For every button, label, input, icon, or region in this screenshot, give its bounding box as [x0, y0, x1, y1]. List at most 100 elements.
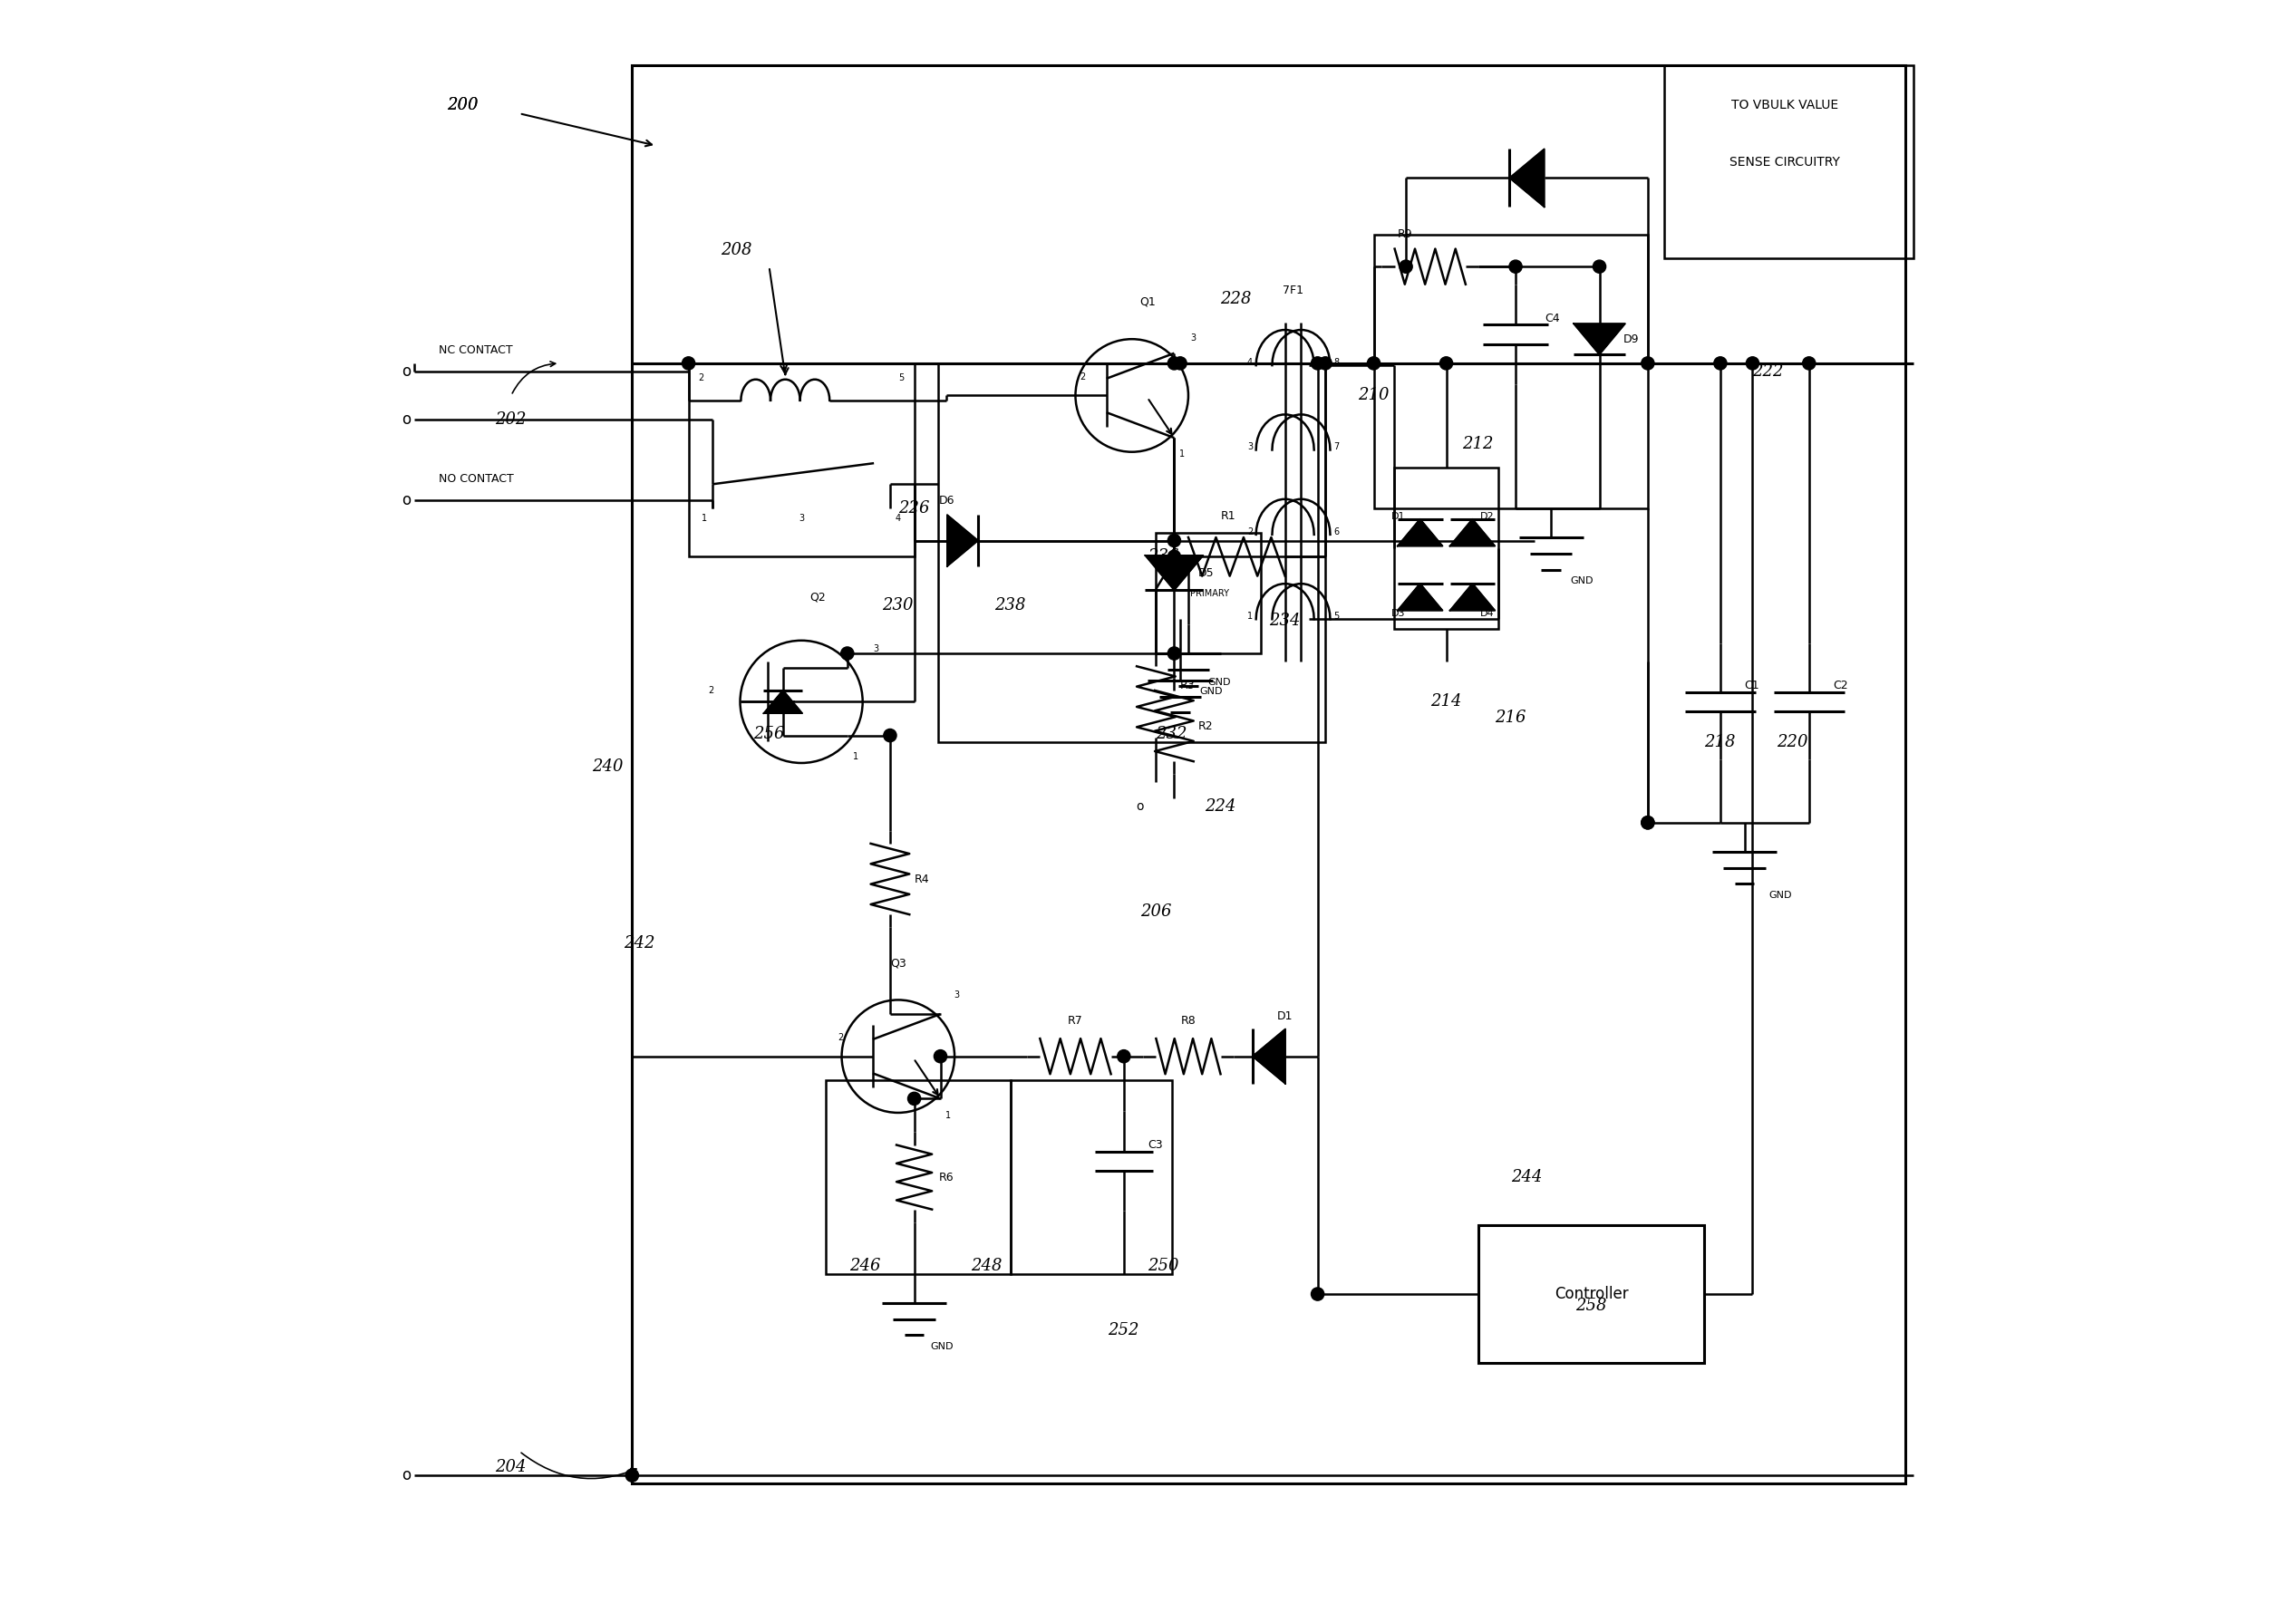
Polygon shape: [1449, 584, 1495, 610]
Circle shape: [1802, 356, 1816, 369]
Circle shape: [1169, 534, 1180, 547]
Text: 2: 2: [1247, 527, 1254, 537]
Text: GND: GND: [1570, 576, 1593, 586]
Text: 224: 224: [1205, 798, 1235, 815]
Text: 220: 220: [1777, 734, 1807, 750]
Text: 1: 1: [946, 1111, 951, 1119]
Text: Controller: Controller: [1554, 1286, 1628, 1302]
Text: 4: 4: [895, 515, 900, 523]
Circle shape: [884, 729, 895, 742]
Bar: [827, 1081, 1010, 1274]
Text: R6: R6: [939, 1171, 953, 1182]
Circle shape: [625, 1469, 638, 1482]
Text: 246: 246: [850, 1258, 882, 1274]
Polygon shape: [1146, 555, 1203, 590]
Circle shape: [1118, 1050, 1130, 1063]
Text: C4: C4: [1545, 313, 1559, 324]
Text: NC CONTACT: NC CONTACT: [439, 345, 512, 356]
Text: C2: C2: [1832, 679, 1848, 692]
Text: D5: D5: [1199, 566, 1215, 579]
Text: 3: 3: [953, 990, 960, 1000]
Circle shape: [1440, 356, 1453, 369]
Text: 5: 5: [1334, 611, 1339, 621]
Circle shape: [1747, 356, 1759, 369]
Text: C3: C3: [1148, 1139, 1164, 1150]
Text: D6: D6: [939, 494, 955, 506]
Text: 222: 222: [1752, 363, 1784, 379]
Text: R3: R3: [1180, 679, 1196, 692]
Text: 3: 3: [1192, 332, 1196, 342]
Bar: [689, 363, 914, 556]
Text: 200: 200: [448, 97, 478, 113]
Text: 2: 2: [1079, 373, 1086, 381]
Bar: [631, 65, 1906, 1484]
Polygon shape: [1254, 1029, 1286, 1084]
Text: 250: 250: [1148, 1258, 1180, 1274]
Text: 240: 240: [592, 758, 622, 774]
Text: 210: 210: [1357, 387, 1389, 403]
Text: D2: D2: [1481, 511, 1495, 521]
Text: 238: 238: [994, 597, 1026, 613]
Bar: [1394, 468, 1499, 629]
Bar: [1157, 532, 1261, 653]
Circle shape: [1642, 816, 1653, 829]
Text: D1: D1: [1277, 1010, 1293, 1023]
Text: D4: D4: [1481, 608, 1495, 618]
Circle shape: [1169, 550, 1180, 563]
Circle shape: [907, 1092, 921, 1105]
Circle shape: [1642, 816, 1653, 829]
Text: NO CONTACT: NO CONTACT: [439, 474, 514, 486]
Text: GND: GND: [930, 1342, 953, 1352]
Text: 6: 6: [1334, 527, 1339, 537]
Circle shape: [1318, 356, 1332, 369]
Bar: [1373, 234, 1649, 508]
Text: 7: 7: [1334, 442, 1339, 452]
Text: 232: 232: [1157, 726, 1187, 742]
Circle shape: [840, 647, 854, 660]
Text: D9: D9: [1623, 334, 1639, 345]
Bar: [1010, 1081, 1173, 1274]
Text: 202: 202: [496, 411, 526, 427]
Bar: [1479, 1226, 1704, 1363]
Text: o: o: [402, 492, 411, 508]
Polygon shape: [765, 690, 801, 713]
Text: 2: 2: [707, 687, 714, 695]
Text: 236: 236: [1148, 548, 1180, 565]
Circle shape: [1366, 356, 1380, 369]
Text: o: o: [402, 363, 411, 379]
Text: 3: 3: [799, 515, 804, 523]
Text: R9: R9: [1398, 229, 1412, 240]
Bar: [1665, 65, 1915, 258]
Text: o: o: [402, 411, 411, 427]
Text: 216: 216: [1495, 710, 1527, 726]
Text: D3: D3: [1391, 608, 1405, 618]
Text: 2: 2: [838, 1032, 843, 1042]
Text: 228: 228: [1221, 290, 1251, 306]
Text: 1: 1: [703, 515, 707, 523]
Polygon shape: [1508, 148, 1545, 206]
Text: o: o: [402, 1468, 411, 1484]
Text: 234: 234: [1270, 613, 1300, 629]
Circle shape: [1169, 647, 1180, 660]
Text: Q3: Q3: [891, 957, 907, 969]
Text: 1: 1: [1247, 611, 1254, 621]
Circle shape: [1642, 356, 1653, 369]
Circle shape: [1508, 260, 1522, 273]
Text: 206: 206: [1139, 903, 1171, 919]
Text: R8: R8: [1180, 1015, 1196, 1027]
Circle shape: [1173, 356, 1187, 369]
Text: D1: D1: [1391, 511, 1405, 521]
Text: TO VBULK VALUE: TO VBULK VALUE: [1731, 98, 1839, 111]
Circle shape: [682, 356, 696, 369]
Text: 214: 214: [1430, 694, 1463, 710]
Text: 218: 218: [1704, 734, 1736, 750]
Text: R2: R2: [1199, 719, 1215, 732]
Text: 5: 5: [898, 374, 905, 382]
Text: 252: 252: [1107, 1323, 1139, 1339]
Text: 242: 242: [625, 936, 654, 952]
Text: 244: 244: [1511, 1169, 1543, 1186]
Text: GND: GND: [1208, 677, 1231, 687]
Circle shape: [1713, 356, 1727, 369]
Text: 2: 2: [698, 374, 705, 382]
Text: 200: 200: [448, 97, 478, 113]
